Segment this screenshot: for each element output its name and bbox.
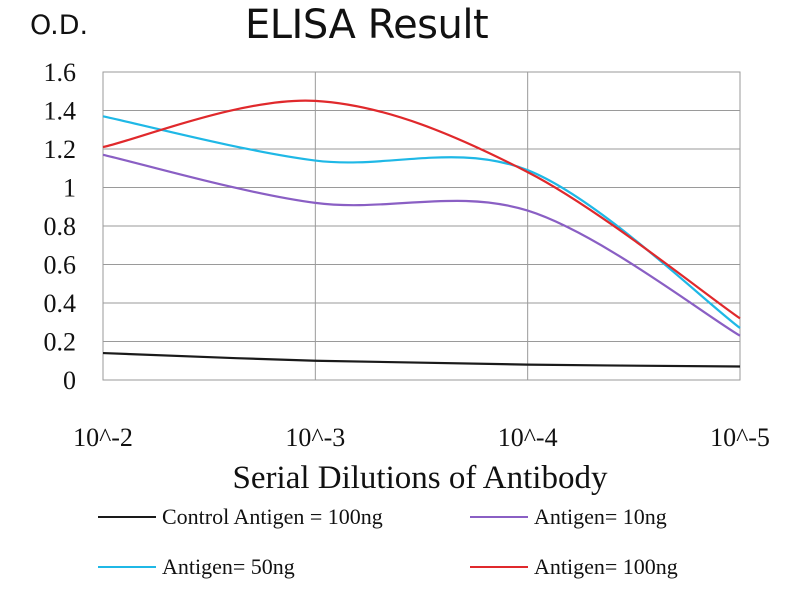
series-line-1	[102, 153, 741, 337]
x-axis-label: Serial Dilutions of Antibody	[232, 460, 608, 496]
series-line-0	[102, 351, 741, 368]
legend-swatch	[470, 566, 528, 568]
legend-item: Antigen= 100ng	[470, 554, 678, 580]
legend-item: Antigen= 50ng	[98, 554, 295, 580]
legend-swatch	[98, 516, 156, 518]
plot-area: 0 0.2 0.4 0.6 0.8 1 1.2 1.4 1.6 10^-2 10^-3 10^-4 10…	[44, 58, 770, 452]
chart-title: ELISA Result	[245, 2, 489, 48]
legend-swatch	[98, 566, 156, 568]
y-tick-label: 0.4	[44, 289, 77, 318]
y-tick-label: 1.6	[44, 58, 77, 87]
x-tick-label: 10^-3	[285, 423, 345, 452]
series-line-3	[102, 99, 741, 320]
y-tick-label: 0.8	[44, 212, 77, 241]
legend-item: Control Antigen = 100ng	[98, 504, 383, 530]
legend-item: Antigen= 10ng	[470, 504, 667, 530]
y-tick-label: 1.2	[44, 135, 77, 164]
series-line-2	[102, 115, 741, 329]
x-tick-label: 10^-4	[498, 423, 558, 452]
legend-label: Antigen= 10ng	[534, 504, 667, 529]
legend-swatch	[470, 516, 528, 518]
y-tick-label: 0.2	[44, 328, 77, 357]
legend-label: Antigen= 50ng	[162, 554, 295, 579]
y-tick-label: 0.6	[44, 251, 77, 280]
legend-label: Antigen= 100ng	[534, 554, 678, 579]
x-tick-label: 10^-5	[710, 423, 770, 452]
y-tick-label: 1	[63, 174, 76, 203]
x-tick-label: 10^-2	[73, 423, 133, 452]
y-tick-label: 0	[63, 366, 76, 395]
legend-label: Control Antigen = 100ng	[162, 504, 383, 529]
y-axis-label: O.D.	[30, 10, 89, 41]
y-tick-label: 1.4	[44, 97, 77, 126]
plot-frame	[102, 71, 741, 381]
